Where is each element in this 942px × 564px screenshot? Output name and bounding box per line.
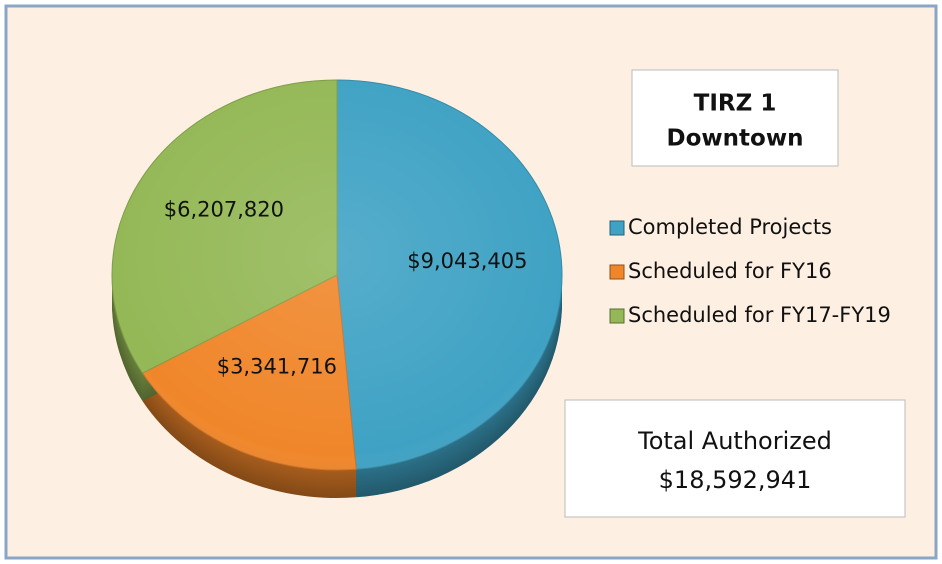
- legend: Completed Projects Scheduled for FY16 Sche…: [609, 215, 891, 327]
- legend-label: Scheduled for FY17-FY19: [628, 303, 891, 327]
- data-label: $6,207,820: [164, 198, 284, 222]
- data-label: $9,043,405: [407, 249, 527, 273]
- chart-title: TIRZ 1: [694, 91, 777, 117]
- pie: $9,043,405 $3,341,716 $6,207,820: [111, 79, 563, 498]
- legend-swatch: [609, 264, 625, 280]
- annotation: Total Authorized: [637, 427, 832, 455]
- title-box: [631, 69, 839, 167]
- data-label: $3,341,716: [217, 354, 337, 378]
- total-box: [564, 399, 906, 518]
- legend-swatch: [609, 308, 625, 324]
- pie-shine: [112, 80, 562, 470]
- chart-title: Downtown: [667, 126, 804, 152]
- legend-label: Scheduled for FY16: [628, 259, 832, 283]
- legend-swatch: [609, 220, 625, 236]
- legend-label: Completed Projects: [628, 215, 832, 239]
- annotation: $18,592,941: [659, 466, 812, 494]
